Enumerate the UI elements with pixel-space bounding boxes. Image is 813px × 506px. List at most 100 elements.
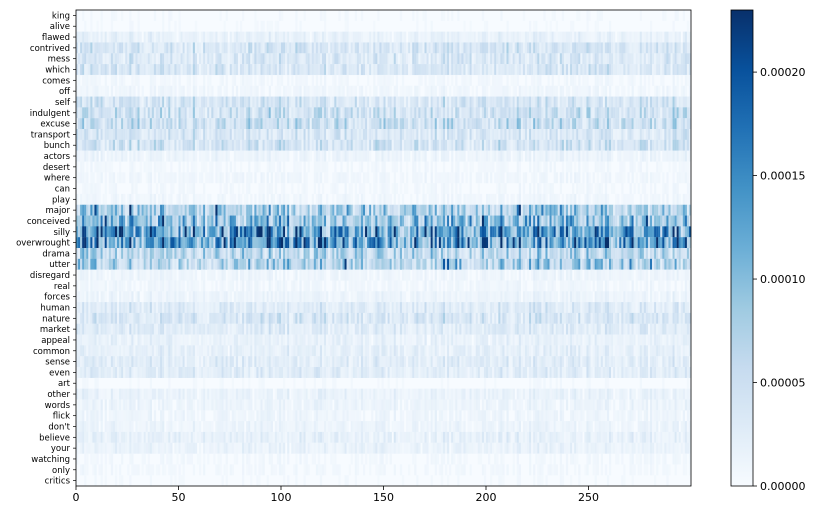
heatmap-cell xyxy=(492,31,495,43)
heatmap-cell xyxy=(666,42,669,54)
heatmap-cell xyxy=(611,96,614,108)
heatmap-cell xyxy=(287,42,290,54)
heatmap-cell xyxy=(114,10,118,21)
heatmap-cell xyxy=(127,53,130,65)
heatmap-cell xyxy=(373,172,376,184)
heatmap-cell xyxy=(221,107,224,119)
heatmap-cell xyxy=(650,215,653,227)
heatmap-cell xyxy=(672,64,675,76)
heatmap-cell xyxy=(578,42,581,54)
heatmap-cell xyxy=(348,204,351,216)
heatmap-cell xyxy=(143,118,146,130)
heatmap-cell xyxy=(449,107,452,119)
heatmap-cell xyxy=(682,96,685,108)
heatmap-cell xyxy=(424,107,427,119)
heatmap-cell xyxy=(686,193,690,205)
heatmap-cell xyxy=(377,31,380,43)
heatmap-cell xyxy=(291,172,294,184)
heatmap-cell xyxy=(473,118,476,130)
heatmap-cell xyxy=(203,129,206,140)
heatmap-cell xyxy=(676,10,679,21)
heatmap-cell xyxy=(414,85,417,97)
heatmap-cell xyxy=(686,42,690,54)
heatmap-cell xyxy=(541,64,544,76)
heatmap-cell xyxy=(315,193,319,205)
heatmap-cell xyxy=(418,53,421,65)
heatmap-cell xyxy=(660,139,663,151)
heatmap-cell xyxy=(317,172,321,184)
heatmap-cell xyxy=(436,204,439,216)
heatmap-cell xyxy=(522,215,526,227)
heatmap-cell xyxy=(254,31,257,43)
heatmap-cell xyxy=(98,31,101,43)
heatmap-cell xyxy=(418,85,421,97)
heatmap-cell xyxy=(330,129,333,140)
heatmap-cell xyxy=(453,53,456,65)
heatmap-cell xyxy=(582,64,585,76)
heatmap-cell xyxy=(342,226,345,238)
heatmap-cell xyxy=(76,150,79,162)
heatmap-cell xyxy=(416,64,419,76)
heatmap-cell xyxy=(543,172,546,184)
heatmap-cell xyxy=(164,85,167,97)
heatmap-cell xyxy=(84,85,87,97)
heatmap-cell xyxy=(502,215,505,227)
heatmap-cell xyxy=(192,183,196,195)
heatmap-cell xyxy=(221,74,224,86)
heatmap-cell xyxy=(424,215,427,227)
heatmap-cell xyxy=(334,31,337,43)
heatmap-cell xyxy=(186,74,189,86)
heatmap-cell xyxy=(346,161,349,173)
heatmap-cell xyxy=(227,53,230,65)
heatmap-cell xyxy=(86,74,89,86)
heatmap-cell xyxy=(289,215,292,227)
heatmap-cell xyxy=(440,53,444,65)
heatmap-cell xyxy=(401,31,405,43)
heatmap-cell xyxy=(121,53,124,65)
heatmap-cell xyxy=(594,64,597,76)
heatmap-cell xyxy=(486,129,489,140)
heatmap-cell xyxy=(155,204,159,216)
heatmap-cell xyxy=(155,226,159,238)
heatmap-cell xyxy=(229,215,232,227)
heatmap-cell xyxy=(322,118,325,130)
heatmap-cell xyxy=(348,183,351,195)
heatmap-cell xyxy=(660,161,663,173)
heatmap-cell xyxy=(404,129,407,140)
heatmap-cell xyxy=(445,85,448,97)
heatmap-cell xyxy=(594,183,597,195)
heatmap-cell xyxy=(330,204,333,216)
heatmap-cell xyxy=(244,74,247,86)
heatmap-cell xyxy=(104,139,107,151)
heatmap-cell xyxy=(162,64,165,76)
heatmap-cell xyxy=(381,118,384,130)
heatmap-cell xyxy=(129,161,132,173)
heatmap-cell xyxy=(557,193,560,205)
heatmap-cell xyxy=(297,42,300,54)
heatmap-cell xyxy=(647,53,651,65)
heatmap-cell xyxy=(149,85,152,97)
heatmap-cell xyxy=(287,74,290,86)
heatmap-cell xyxy=(397,204,401,216)
heatmap-cell xyxy=(592,139,595,151)
heatmap-cell xyxy=(529,20,532,32)
heatmap-cell xyxy=(129,96,132,108)
heatmap-cell xyxy=(309,204,312,216)
heatmap-cell xyxy=(221,42,224,54)
heatmap-cell xyxy=(399,204,403,216)
heatmap-cell xyxy=(543,139,546,151)
heatmap-cell xyxy=(184,150,187,162)
heatmap-cell xyxy=(449,118,452,130)
heatmap-cell xyxy=(313,161,316,173)
heatmap-cell xyxy=(557,129,560,140)
heatmap-cell xyxy=(588,85,591,97)
heatmap-cell xyxy=(621,161,624,173)
heatmap-cell xyxy=(311,42,314,54)
heatmap-cell xyxy=(334,161,337,173)
heatmap-cell xyxy=(90,10,93,21)
heatmap-cell xyxy=(139,150,142,162)
heatmap-cell xyxy=(190,118,193,130)
heatmap-cell xyxy=(391,42,394,54)
heatmap-cell xyxy=(465,85,468,97)
heatmap-cell xyxy=(490,215,493,227)
